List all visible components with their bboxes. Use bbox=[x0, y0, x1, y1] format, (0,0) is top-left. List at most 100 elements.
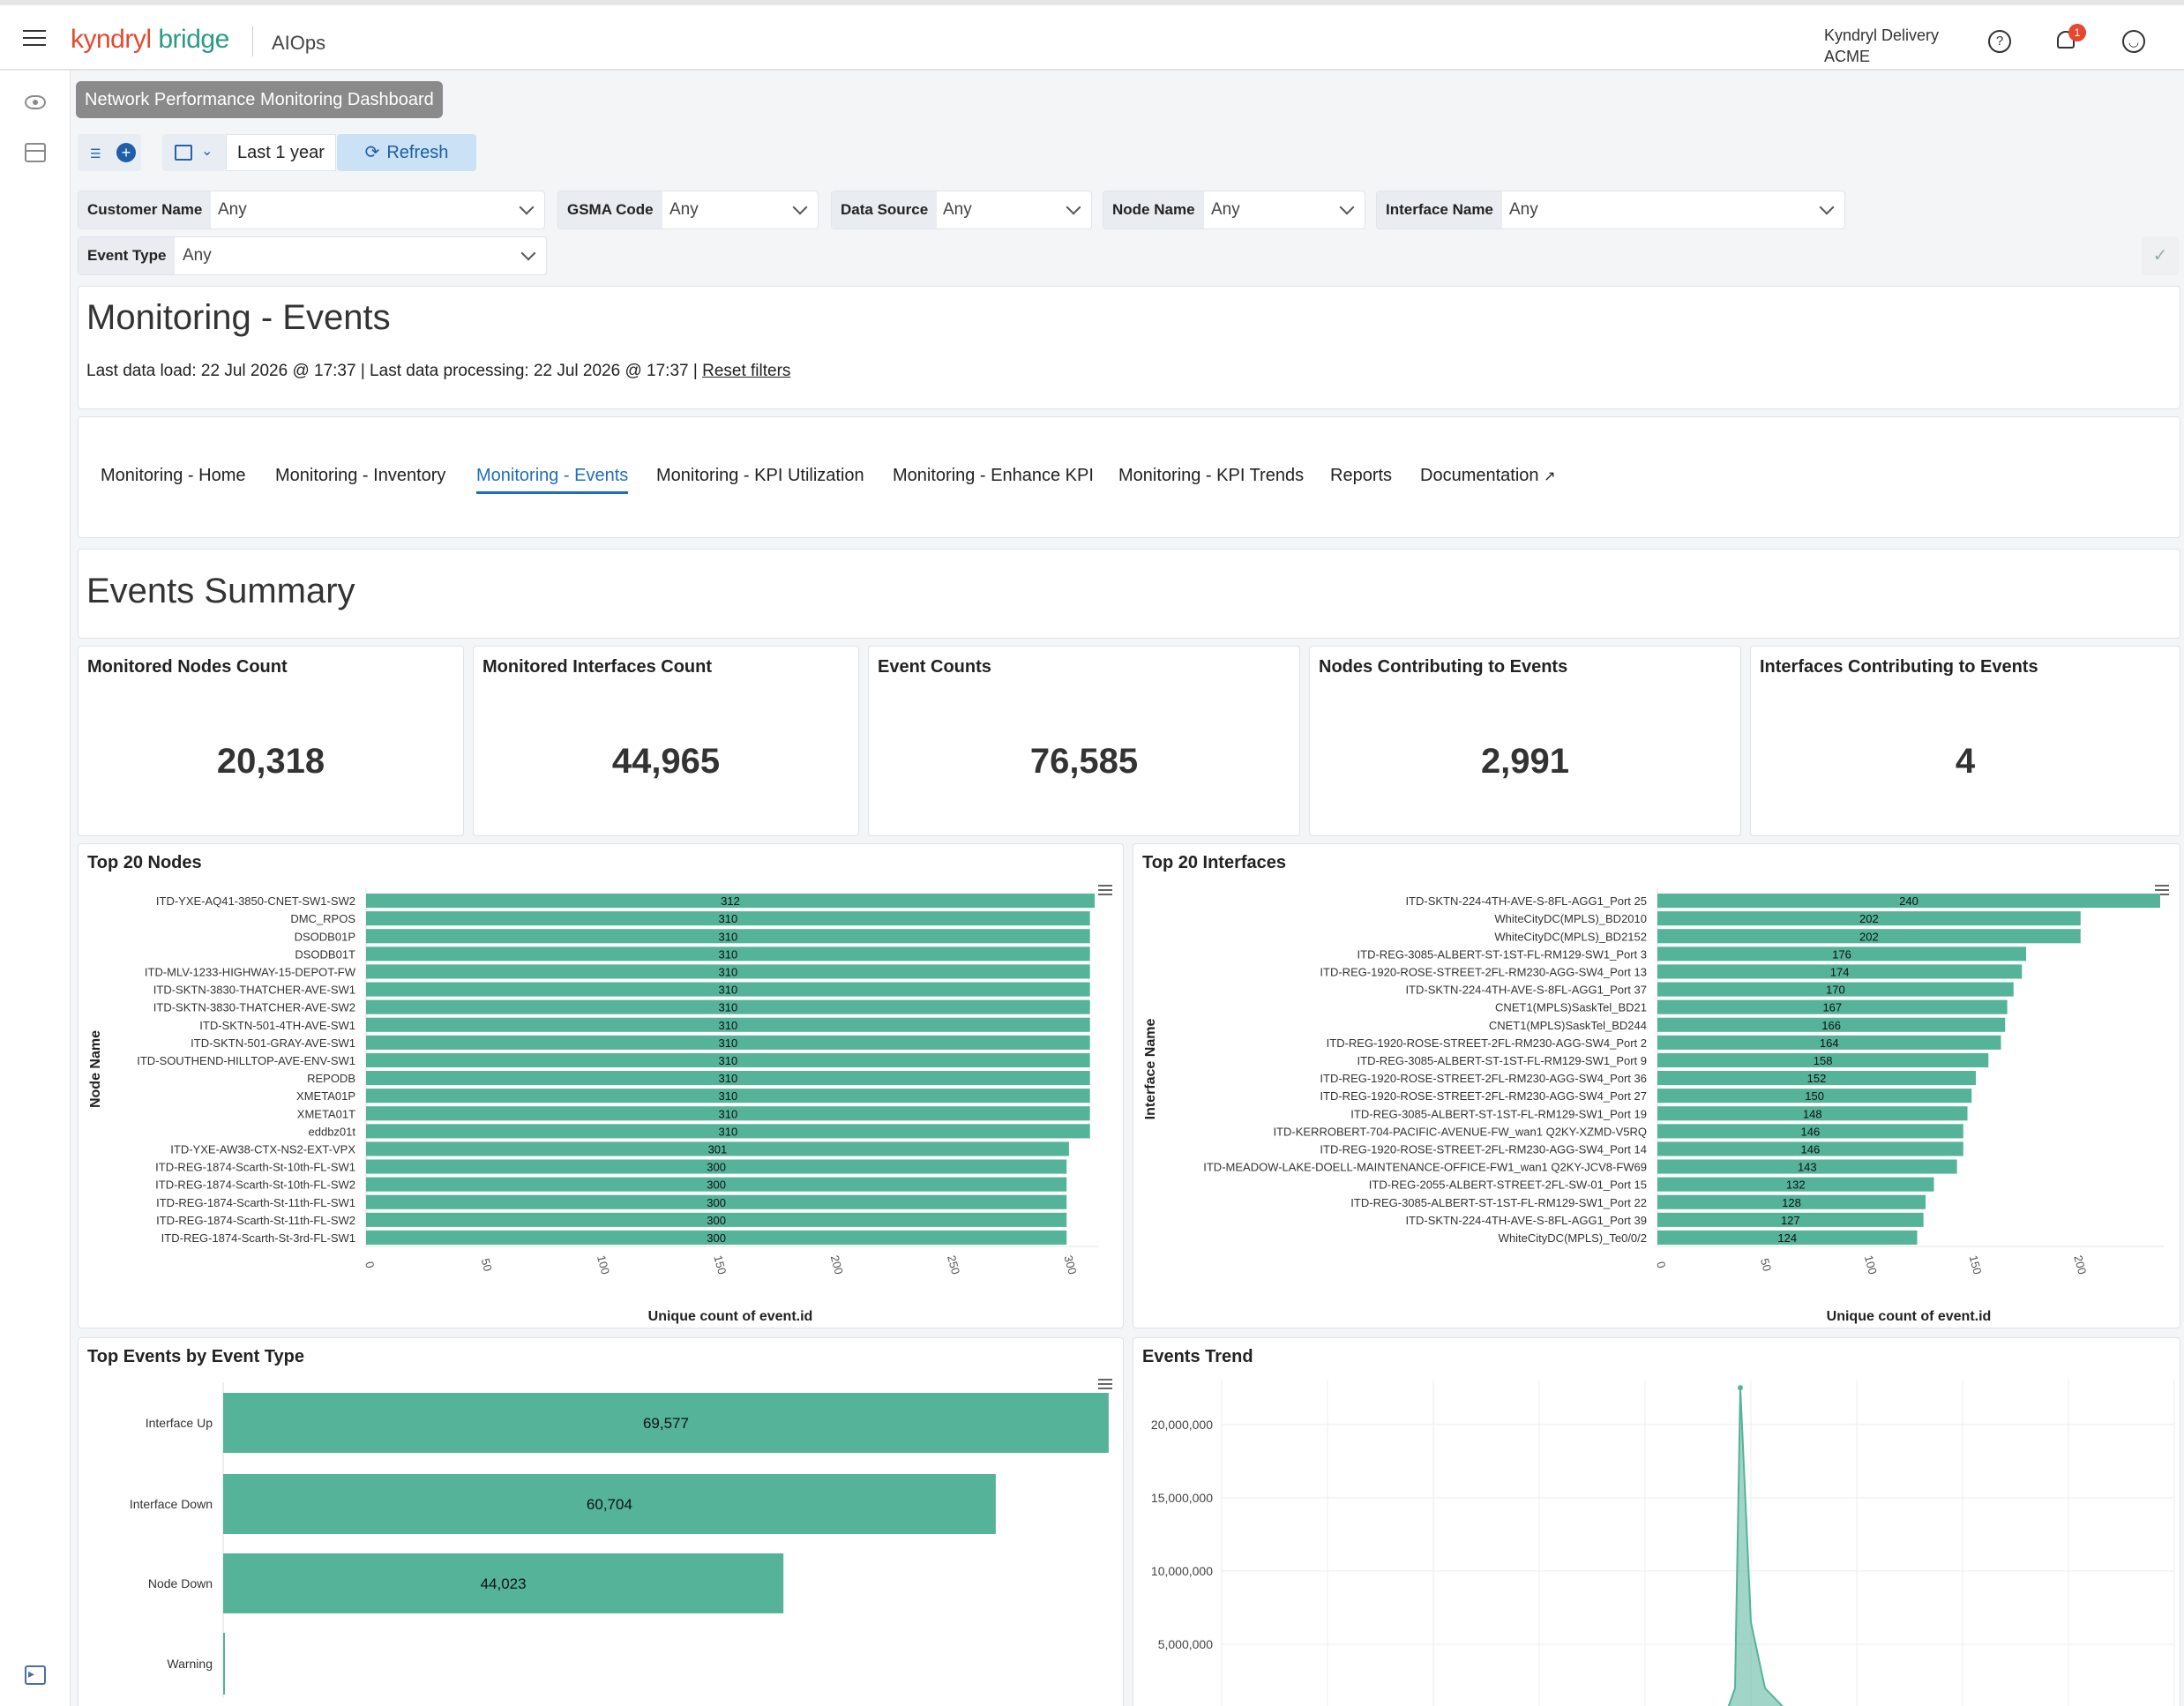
legend-list-icon[interactable] bbox=[1098, 885, 1112, 897]
bar-value-label: 148 bbox=[1803, 1107, 1822, 1120]
legend-list-icon[interactable] bbox=[1098, 1379, 1112, 1391]
bar bbox=[366, 1106, 1090, 1121]
y-tick-label: 20,000,000 bbox=[1151, 1418, 1213, 1432]
apply-filters-check-icon[interactable]: ✓ bbox=[2142, 236, 2179, 275]
bar bbox=[366, 1212, 1067, 1227]
tab-documentation[interactable]: Documentation ↗ bbox=[1420, 466, 1556, 491]
filter-value: Any bbox=[1211, 200, 1240, 219]
bar bbox=[366, 911, 1090, 926]
refresh-button[interactable]: ⟳ Refresh bbox=[337, 134, 476, 171]
bar bbox=[1657, 982, 2014, 997]
add-filter-icon[interactable]: + bbox=[116, 143, 136, 162]
category-label: ITD-REG-3085-ALBERT-ST-1ST-FL-RM129-SW1_… bbox=[1358, 1054, 1647, 1067]
expand-panel-icon[interactable] bbox=[25, 1665, 46, 1685]
metric-title: Nodes Contributing to Events bbox=[1319, 657, 1568, 677]
bar bbox=[1657, 1230, 1918, 1245]
bar bbox=[366, 1052, 1090, 1067]
trend-area bbox=[1727, 1388, 1784, 1706]
events-summary-title: Events Summary bbox=[86, 572, 355, 610]
chevron-down-icon bbox=[792, 199, 808, 215]
date-range-display[interactable]: Last 1 year bbox=[226, 134, 336, 171]
bar-value-label: 312 bbox=[721, 894, 740, 908]
y-axis-title: Node Name bbox=[88, 1030, 103, 1108]
date-quick-menu-button[interactable]: ⌄ bbox=[162, 134, 226, 171]
interface-name-filter[interactable]: Interface Name Any bbox=[1376, 191, 1845, 229]
bar-value-label: 60,704 bbox=[587, 1496, 632, 1513]
category-label: WhiteCityDC(MPLS)_BD2010 bbox=[1494, 912, 1647, 925]
x-tick-label: 200 bbox=[828, 1253, 846, 1276]
category-label: Node Down bbox=[148, 1576, 213, 1590]
external-link-icon: ↗ bbox=[1544, 469, 1556, 484]
help-icon[interactable]: ? bbox=[1988, 30, 2011, 53]
logo-bridge: bridge bbox=[158, 25, 229, 54]
tab-enhance-kpi[interactable]: Monitoring - Enhance KPI bbox=[893, 466, 1094, 485]
gsma-code-filter[interactable]: GSMA Code Any bbox=[557, 191, 819, 229]
bar-value-label: 146 bbox=[1801, 1125, 1821, 1138]
tab-reports[interactable]: Reports bbox=[1330, 466, 1393, 485]
bar-value-label: 124 bbox=[1777, 1231, 1797, 1245]
bar-value-label: 158 bbox=[1814, 1054, 1833, 1067]
filter-menu-button[interactable]: ☰ + bbox=[78, 134, 141, 171]
tab-documentation-label: Documentation bbox=[1420, 466, 1539, 485]
brand-logo[interactable]: kyndryl bridge bbox=[71, 25, 229, 55]
bar-value-label: 310 bbox=[719, 1054, 738, 1067]
dashboard-grid-icon[interactable] bbox=[25, 143, 46, 162]
bar-value-label: 166 bbox=[1821, 1019, 1841, 1032]
reset-filters-link[interactable]: Reset filters bbox=[702, 362, 791, 380]
y-axis-title: Interface Name bbox=[1143, 1019, 1158, 1120]
page-header-panel bbox=[78, 286, 2180, 409]
filter-value: Any bbox=[943, 200, 972, 219]
bar bbox=[366, 929, 1090, 944]
user-profile-icon[interactable]: ◡ bbox=[2122, 30, 2145, 53]
metric-value: 20,318 bbox=[216, 742, 325, 781]
bar-value-label: 146 bbox=[1801, 1142, 1821, 1156]
node-name-filter[interactable]: Node Name Any bbox=[1103, 191, 1365, 229]
metric-value: 4 bbox=[1955, 742, 1976, 781]
bar-value-label: 202 bbox=[1859, 930, 1879, 943]
x-axis-title: Unique count of event.id bbox=[648, 1309, 813, 1324]
x-tick-label: 100 bbox=[595, 1253, 612, 1276]
account-switcher[interactable]: Kyndryl Delivery ACME bbox=[1824, 25, 1939, 67]
tab-home[interactable]: Monitoring - Home bbox=[101, 466, 246, 485]
bar-value-label: 310 bbox=[719, 1019, 738, 1032]
category-label: ITD-SKTN-3830-THATCHER-AVE-SW1 bbox=[153, 984, 355, 997]
notifications-bell-icon[interactable]: 1 bbox=[2057, 24, 2086, 51]
category-label: ITD-REG-1874-Scarth-St-10th-FL-SW1 bbox=[155, 1161, 355, 1174]
eye-icon[interactable] bbox=[25, 95, 46, 109]
bar bbox=[1657, 1052, 1989, 1067]
chevron-down-icon bbox=[1819, 199, 1835, 215]
filter-label: Node Name bbox=[1103, 191, 1204, 228]
bar bbox=[1657, 1017, 2006, 1032]
event-type-filter[interactable]: Event Type Any bbox=[78, 236, 547, 275]
tab-events[interactable]: Monitoring - Events bbox=[476, 466, 629, 494]
category-label: ITD-REG-1920-ROSE-STREET-2FL-RM230-AGG-S… bbox=[1320, 1142, 1647, 1156]
category-label: ITD-REG-3085-ALBERT-ST-1ST-FL-RM129-SW1_… bbox=[1358, 947, 1647, 961]
category-label: ITD-SKTN-501-4TH-AVE-SW1 bbox=[199, 1019, 355, 1032]
bar-value-label: 310 bbox=[719, 1107, 738, 1120]
tab-kpi-trends[interactable]: Monitoring - KPI Trends bbox=[1118, 466, 1305, 485]
customer-name-filter[interactable]: Customer Name Any bbox=[78, 191, 545, 229]
tab-inventory[interactable]: Monitoring - Inventory bbox=[275, 466, 446, 485]
trend-peak-point bbox=[1738, 1385, 1743, 1391]
legend-list-icon[interactable] bbox=[2155, 885, 2169, 897]
hamburger-menu-icon[interactable] bbox=[23, 30, 46, 48]
x-tick-label: 150 bbox=[1967, 1253, 1985, 1276]
category-label: DSODB01T bbox=[295, 947, 355, 961]
category-label: ITD-REG-1920-ROSE-STREET-2FL-RM230-AGG-S… bbox=[1327, 1036, 1647, 1050]
filter-value: Any bbox=[183, 246, 212, 265]
bar-value-label: 143 bbox=[1798, 1161, 1817, 1174]
bar-value-label: 167 bbox=[1822, 1001, 1842, 1014]
tab-kpi-utilization[interactable]: Monitoring - KPI Utilization bbox=[656, 466, 864, 485]
bar-value-label: 310 bbox=[719, 930, 738, 943]
bar bbox=[1657, 1124, 1963, 1139]
category-label: WhiteCityDC(MPLS)_BD2152 bbox=[1494, 930, 1647, 943]
category-label: Warning bbox=[167, 1657, 213, 1671]
bar-value-label: 240 bbox=[1899, 894, 1918, 908]
bar bbox=[366, 894, 1095, 909]
data-source-filter[interactable]: Data Source Any bbox=[831, 191, 1092, 229]
filter-value: Any bbox=[669, 200, 699, 219]
category-label: CNET1(MPLS)SaskTel_BD21 bbox=[1495, 1001, 1647, 1014]
bar bbox=[1657, 964, 2023, 979]
dashboard-title-tag[interactable]: Network Performance Monitoring Dashboard bbox=[76, 81, 443, 118]
bar-value-label: 310 bbox=[719, 947, 738, 961]
